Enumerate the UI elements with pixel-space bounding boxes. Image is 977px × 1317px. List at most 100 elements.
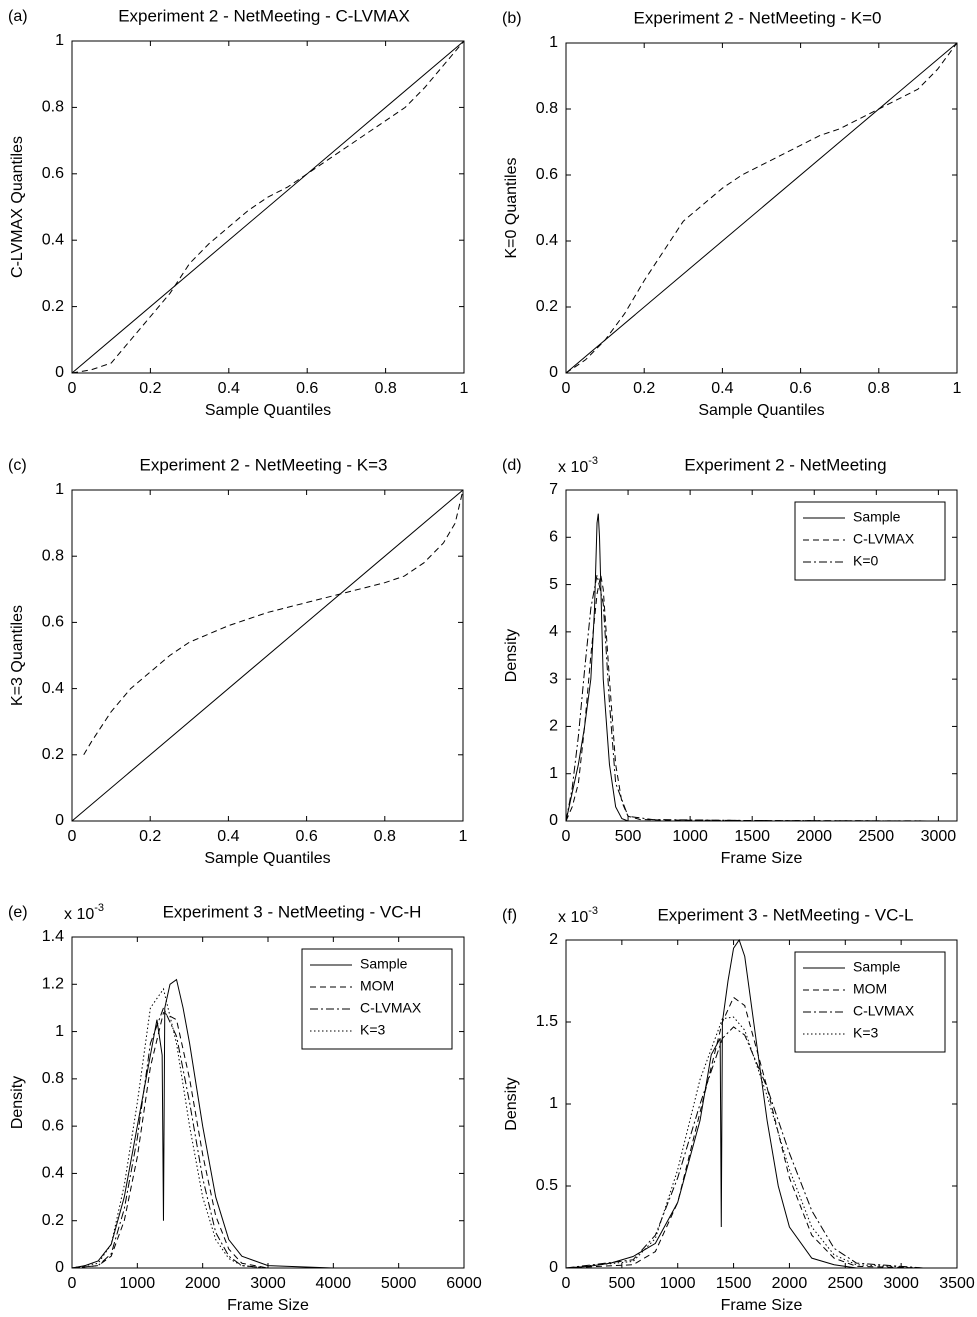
y-tick-label: 3 xyxy=(549,670,558,687)
series-line xyxy=(71,978,432,1269)
legend-box xyxy=(301,948,453,1050)
x-axis-label: Frame Size xyxy=(721,850,803,867)
y-tick-label: 0.8 xyxy=(536,100,558,117)
x-tick-label: 1 xyxy=(459,828,468,845)
y-multiplier-base: x 10 xyxy=(558,459,588,476)
series-line xyxy=(565,1016,924,1269)
legend-label: K=3 xyxy=(360,1022,386,1038)
series-line xyxy=(71,40,465,374)
y-tick-label: 7 xyxy=(549,481,558,498)
chart-title: Experiment 2 - NetMeeting - C-LVMAX xyxy=(118,6,410,25)
panel-label: (b) xyxy=(502,10,522,27)
plot-frame xyxy=(565,939,958,1269)
legend-label: MOM xyxy=(360,978,394,994)
y-tick-label: 4 xyxy=(549,623,558,640)
panel-label: (a) xyxy=(8,8,28,25)
x-axis-label: Frame Size xyxy=(227,1297,309,1314)
y-tick-label: 1.4 xyxy=(42,928,64,945)
y-tick-label: 6 xyxy=(549,529,558,546)
plot-frame xyxy=(565,42,958,374)
x-tick-label: 1500 xyxy=(716,1275,752,1292)
x-axis-label: Sample Quantiles xyxy=(205,402,331,419)
legend-box xyxy=(794,501,946,581)
y-tick-label: 0.2 xyxy=(42,1212,64,1229)
x-tick-label: 0.8 xyxy=(374,828,396,845)
x-tick-label: 5000 xyxy=(381,1275,417,1292)
x-tick-label: 0 xyxy=(68,380,77,397)
x-tick-label: 1000 xyxy=(660,1275,696,1292)
series-line xyxy=(71,1011,432,1269)
y-tick-label: 0 xyxy=(549,364,558,381)
panel-label: (e) xyxy=(8,904,28,921)
x-tick-label: 2500 xyxy=(859,828,895,845)
y-tick-label: 0.8 xyxy=(42,547,64,564)
series-line xyxy=(71,1006,432,1269)
x-tick-label: 0.4 xyxy=(711,380,733,397)
x-tick-label: 0.2 xyxy=(139,380,161,397)
x-tick-label: 3500 xyxy=(939,1275,975,1292)
x-tick-label: 2000 xyxy=(185,1275,221,1292)
y-axis-label: Density xyxy=(503,1077,520,1130)
y-multiplier: x 10-3 xyxy=(64,902,104,923)
legend-label: MOM xyxy=(853,981,887,997)
x-tick-label: 6000 xyxy=(446,1275,482,1292)
x-tick-label: 0.2 xyxy=(139,828,161,845)
legend-label: Sample xyxy=(360,956,408,972)
x-tick-label: 0.8 xyxy=(868,380,890,397)
y-multiplier: x 10-3 xyxy=(558,905,598,926)
plot-frame xyxy=(71,489,464,822)
x-tick-label: 2500 xyxy=(827,1275,863,1292)
legend-label: K=0 xyxy=(853,553,879,569)
series-line xyxy=(565,575,951,822)
y-tick-label: 2 xyxy=(549,931,558,948)
y-tick-label: 1.5 xyxy=(536,1013,558,1030)
x-tick-label: 4000 xyxy=(316,1275,352,1292)
y-tick-label: 0.2 xyxy=(42,298,64,315)
y-axis-label: K=0 Quantiles xyxy=(503,158,520,259)
legend-label: C-LVMAX xyxy=(853,1003,915,1019)
series-line xyxy=(71,40,465,374)
y-tick-label: 2 xyxy=(549,718,558,735)
y-tick-label: 0.4 xyxy=(42,680,64,697)
chart-title: Experiment 3 - NetMeeting - VC-L xyxy=(657,905,913,924)
y-tick-label: 0.6 xyxy=(42,165,64,182)
x-axis-label: Sample Quantiles xyxy=(204,850,330,867)
y-tick-label: 0.2 xyxy=(536,298,558,315)
x-tick-label: 1000 xyxy=(672,828,708,845)
x-tick-label: 0.4 xyxy=(218,380,240,397)
series-line xyxy=(83,489,464,756)
y-axis-label: Density xyxy=(9,1076,26,1129)
x-tick-label: 0.6 xyxy=(295,828,317,845)
x-axis-label: Frame Size xyxy=(721,1297,803,1314)
y-tick-label: 1 xyxy=(55,481,64,498)
y-tick-label: 0 xyxy=(55,812,64,829)
panel-label: (c) xyxy=(8,457,27,474)
y-tick-label: 0.8 xyxy=(42,1070,64,1087)
plot-frame xyxy=(71,40,465,374)
legend-label: Sample xyxy=(853,959,901,975)
y-tick-label: 0.6 xyxy=(42,1117,64,1134)
x-tick-label: 0 xyxy=(68,828,77,845)
legend-label: K=3 xyxy=(853,1025,879,1041)
y-multiplier-exp: -3 xyxy=(588,455,598,467)
y-axis-label: C-LVMAX Quantiles xyxy=(9,136,26,278)
y-tick-label: 1 xyxy=(549,765,558,782)
series-line xyxy=(565,996,924,1269)
x-tick-label: 3000 xyxy=(250,1275,286,1292)
y-multiplier: x 10-3 xyxy=(558,455,598,476)
y-tick-label: 0.2 xyxy=(42,746,64,763)
y-tick-label: 0 xyxy=(55,1259,64,1276)
series-line xyxy=(565,1026,924,1269)
x-tick-label: 500 xyxy=(609,1275,636,1292)
chart-title: Experiment 2 - NetMeeting - K=3 xyxy=(139,455,387,474)
y-tick-label: 0 xyxy=(55,364,64,381)
x-tick-label: 3000 xyxy=(921,828,957,845)
y-multiplier-exp: -3 xyxy=(588,905,598,917)
y-tick-label: 0.4 xyxy=(42,1165,64,1182)
series-line xyxy=(565,938,924,1269)
y-tick-label: 1 xyxy=(55,1023,64,1040)
x-tick-label: 3000 xyxy=(883,1275,919,1292)
series-line xyxy=(565,42,958,374)
x-tick-label: 0 xyxy=(562,828,571,845)
